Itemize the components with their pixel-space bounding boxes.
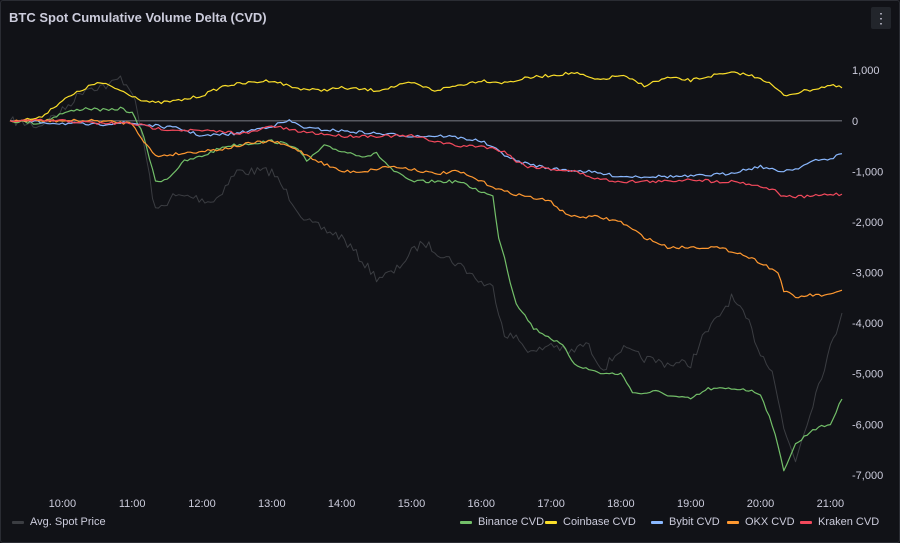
legend-item-kraken-cvd[interactable]: Kraken CVD [800, 516, 879, 528]
x-tick-label: 16:00 [468, 498, 496, 510]
y-tick-label: 1,000 [852, 65, 880, 77]
panel-title: BTC Spot Cumulative Volume Delta (CVD) [9, 10, 267, 25]
y-tick-label: 0 [852, 116, 858, 128]
x-tick-label: 10:00 [49, 498, 77, 510]
avg-spot-price-line [9, 75, 843, 463]
y-tick-label: -4,000 [852, 318, 883, 330]
x-tick-label: 15:00 [398, 498, 426, 510]
x-tick-label: 20:00 [747, 498, 775, 510]
legend-swatch [460, 520, 472, 524]
legend-item-bybit-cvd[interactable]: Bybit CVD [651, 516, 720, 528]
x-tick-label: 19:00 [677, 498, 705, 510]
x-tick-label: 21:00 [817, 498, 845, 510]
x-tick-label: 12:00 [188, 498, 216, 510]
legend-label: Bybit CVD [669, 516, 720, 528]
y-tick-label: -3,000 [852, 268, 883, 280]
legend-label: OKX CVD [745, 516, 795, 528]
legend-swatch [12, 520, 24, 524]
x-tick-label: 14:00 [328, 498, 356, 510]
legend-swatch [727, 520, 739, 524]
x-tick-label: 11:00 [119, 498, 146, 510]
y-tick-label: -2,000 [852, 217, 883, 229]
binance-cvd-line [9, 106, 843, 472]
kebab-menu-icon[interactable]: ⋮ [871, 7, 891, 29]
legend-label: Kraken CVD [818, 516, 880, 528]
x-tick-label: 13:00 [258, 498, 286, 510]
legend-item-avg-spot-price[interactable]: Avg. Spot Price [12, 516, 106, 528]
x-tick-label: 17:00 [537, 498, 565, 510]
y-tick-label: -7,000 [852, 470, 883, 482]
legend-label: Coinbase CVD [563, 516, 636, 528]
legend-label: Binance CVD [478, 516, 545, 528]
legend-item-binance-cvd[interactable]: Binance CVD [460, 516, 544, 528]
legend-swatch [651, 520, 663, 524]
legend-swatch [800, 520, 812, 524]
legend-label: Avg. Spot Price [30, 516, 106, 528]
y-tick-label: -1,000 [852, 166, 883, 178]
legend-item-okx-cvd[interactable]: OKX CVD [727, 516, 795, 528]
kraken-cvd-line [9, 118, 843, 199]
bybit-cvd-line [9, 119, 843, 179]
x-tick-label: 18:00 [607, 498, 635, 510]
y-tick-label: -6,000 [852, 419, 883, 431]
legend-item-coinbase-cvd[interactable]: Coinbase CVD [545, 516, 636, 528]
y-tick-label: -5,000 [852, 369, 883, 381]
legend-swatch [545, 520, 557, 524]
okx-cvd-line [9, 118, 843, 299]
coinbase-cvd-line [9, 71, 843, 123]
